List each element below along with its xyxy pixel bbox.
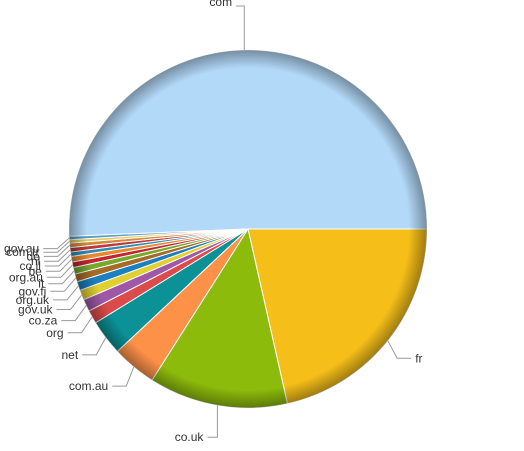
leader-line-it <box>48 270 75 285</box>
leader-line-net <box>82 337 107 356</box>
leader-lines <box>43 5 412 438</box>
data-label-nl: nl <box>31 254 40 268</box>
data-label-org-au: org.au <box>9 270 43 284</box>
leader-line-com <box>236 5 245 50</box>
data-label-org: org <box>46 326 63 340</box>
leader-line-be <box>45 258 72 272</box>
leader-line-gov-uk <box>56 294 82 310</box>
leader-line-fr <box>387 340 412 359</box>
pie-slice-com[interactable] <box>68 49 428 237</box>
leader-line-co-uk <box>207 405 218 438</box>
data-label-co-il: co.il <box>20 259 41 273</box>
data-labels: comfrco.ukcom.aunetorgco.zagov.ukorg.ukg… <box>4 0 422 444</box>
leader-line-co-za <box>61 305 87 322</box>
data-label-co-uk: co.uk <box>175 430 205 444</box>
data-label-be: be <box>28 264 42 278</box>
leader-line-gov-au <box>43 237 70 250</box>
data-label-gov-au: gov.au <box>4 242 39 256</box>
data-label-com-au: com.au <box>69 379 108 393</box>
data-label-com: com <box>209 0 232 9</box>
leader-line-org-uk <box>53 285 79 301</box>
data-label-de: de <box>26 249 40 263</box>
leader-line-com-au <box>112 366 135 387</box>
data-label-fr: fr <box>415 351 422 365</box>
leader-line-org-au <box>46 264 73 278</box>
data-label-com-tr: com.tr <box>6 245 39 259</box>
data-label-gov-uk: gov.uk <box>18 303 53 317</box>
data-label-org-uk: org.uk <box>16 293 50 307</box>
data-label-co-za: co.za <box>29 314 58 328</box>
data-label-net: net <box>62 348 79 362</box>
leader-line-nl <box>44 249 71 262</box>
leader-line-org <box>67 316 93 334</box>
leader-line-de <box>43 244 71 257</box>
leader-line-gov-fj <box>50 277 77 292</box>
leader-line-co-il <box>44 253 72 267</box>
data-label-it: it <box>38 277 45 291</box>
pie-slices <box>68 49 428 409</box>
data-label-gov-fj: gov.fj <box>19 284 47 298</box>
leader-line-com-tr <box>43 241 70 253</box>
